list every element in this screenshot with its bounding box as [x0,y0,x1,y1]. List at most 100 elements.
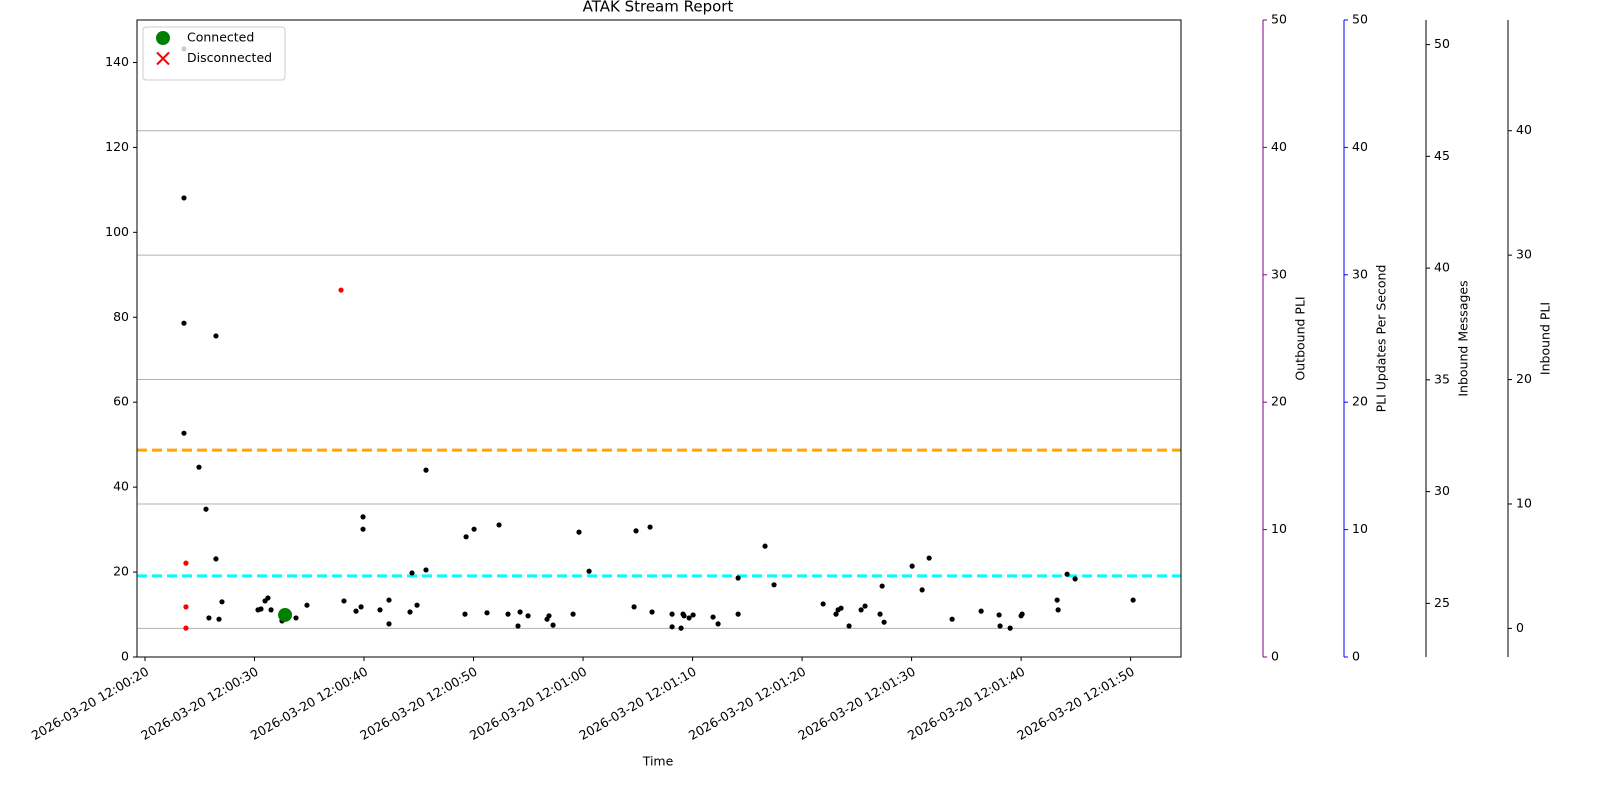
y-tick-label: 50 [1434,36,1450,51]
data-point [735,611,741,617]
y-tick-label: 10 [1516,495,1532,510]
y-tick-label: 0 [121,649,129,664]
data-point [304,602,310,608]
y-tick-label: 20 [1271,394,1287,409]
x-tick-label: 2026-03-20 12:01:10 [576,664,699,743]
data-point [423,567,429,573]
y-tick-label: 25 [1434,595,1450,610]
data-point [360,514,366,520]
data-point [1019,611,1025,617]
y-axis-label: Outbound PLI [1293,296,1308,380]
data-point [414,602,420,608]
data-point [669,624,675,630]
plot-frame [136,19,1182,658]
data-point [570,611,576,617]
data-point [546,613,552,619]
data-point [496,522,502,528]
x-tick-label: 2026-03-20 12:01:20 [686,664,809,743]
chart-title: ATAK Stream Report [583,0,734,16]
y-tick-label: 50 [1352,12,1368,27]
data-point [550,622,556,628]
data-point [293,615,299,621]
data-point [407,609,413,615]
data-point [1007,625,1013,631]
data-point [1064,571,1070,577]
data-point [463,534,469,540]
data-point [838,605,844,611]
data-point [462,611,468,617]
data-point [678,625,684,631]
x-tick-label: 2026-03-20 12:00:20 [29,664,152,743]
data-point [715,621,721,627]
data-point [879,583,885,589]
data-point [409,570,415,576]
x-axis-label: Time [642,754,674,769]
data-point [909,563,915,569]
y-tick-label: 0 [1271,649,1279,664]
y-tick-label: 40 [1434,260,1450,275]
data-point [268,607,274,613]
data-point [258,606,264,612]
y-tick-label: 10 [1271,521,1287,536]
data-point [377,607,383,613]
y-tick-label: 40 [1516,122,1532,137]
data-point [341,598,347,604]
data-point [681,613,687,619]
data-point [771,582,777,588]
data-point [181,195,187,201]
data-point [690,612,696,618]
y-tick-label: 80 [113,309,129,324]
data-point [265,595,271,601]
data-point [360,526,366,532]
y-axis-label: Inbound PLI [1538,302,1553,375]
y-tick-label: 40 [1271,139,1287,154]
data-point [471,526,477,532]
legend-label: Disconnected [187,50,272,65]
data-point [1072,576,1078,582]
x-tick-label: 2026-03-20 12:01:50 [1014,664,1137,743]
data-point [633,528,639,534]
data-point [735,575,741,581]
data-point [576,529,582,535]
data-point [926,555,932,561]
x-tick-label: 2026-03-20 12:00:40 [248,664,371,743]
data-point [183,625,189,631]
legend-box [142,26,286,81]
data-point [762,543,768,549]
x-tick-label: 2026-03-20 12:01:40 [905,664,1028,743]
data-point [997,623,1003,629]
y-tick-label: 30 [1352,266,1368,281]
x-tick-label: 2026-03-20 12:01:00 [467,664,590,743]
data-point [484,610,490,616]
y-tick-label: 10 [1352,521,1368,536]
data-point [181,320,187,326]
data-point [586,568,592,574]
y-tick-label: 20 [1352,394,1368,409]
y-tick-label: 0 [1352,649,1360,664]
data-point [820,601,826,607]
data-point [517,609,523,615]
data-point [213,556,219,562]
x-tick-label: 2026-03-20 12:01:30 [795,664,918,743]
data-point [353,608,359,614]
data-point [669,611,675,617]
legend-marker [156,31,170,45]
data-point [183,560,189,566]
data-point [196,464,202,470]
data-point [647,524,653,530]
data-point [877,611,883,617]
data-point [858,607,864,613]
data-point [686,615,692,621]
y-tick-label: 40 [113,479,129,494]
legend-marker [156,51,170,66]
data-point [862,603,868,609]
data-point [423,467,429,473]
y-tick-label: 30 [1271,266,1287,281]
data-point [203,506,209,512]
data-point [1054,597,1060,603]
data-point [949,616,955,622]
y-axis-label: Inbound Messages [1456,280,1471,396]
y-tick-label: 35 [1434,371,1450,386]
